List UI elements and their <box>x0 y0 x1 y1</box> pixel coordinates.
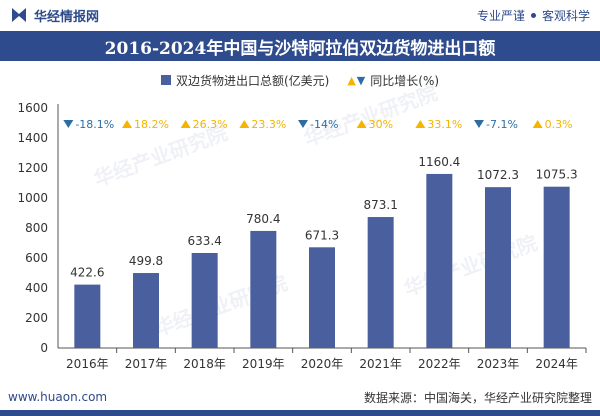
x-tick-label: 2024年 <box>535 357 578 371</box>
growth-down-icon <box>474 120 484 128</box>
y-tick-label: 1600 <box>17 101 48 115</box>
y-tick-label: 1000 <box>17 191 48 205</box>
bar[interactable] <box>367 217 394 348</box>
growth-label: 30% <box>369 118 393 131</box>
bar[interactable] <box>309 247 335 348</box>
growth-label: 0.3% <box>545 118 573 131</box>
growth-down-icon <box>63 120 74 128</box>
y-tick-label: 800 <box>25 221 48 235</box>
growth-triangle-icon: ▲ ▼ <box>347 73 366 87</box>
bar-value-label: 873.1 <box>363 198 397 212</box>
x-tick-label: 2020年 <box>301 357 344 371</box>
x-tick-label: 2021年 <box>359 357 402 371</box>
bar-value-label: 671.3 <box>305 228 339 242</box>
top-bar: 华经情报网 专业严谨 客观科学 <box>0 0 600 30</box>
growth-label: 26.3% <box>193 118 228 131</box>
slogan: 专业严谨 客观科学 <box>477 7 590 24</box>
chart-legend: 双边货物进出口总额(亿美元) ▲ ▼ 同比增长(%) <box>0 70 600 90</box>
slogan-left: 专业严谨 <box>476 8 525 23</box>
growth-label: 18.2% <box>134 118 169 131</box>
y-tick-label: 0 <box>40 341 48 355</box>
growth-label: 33.1% <box>427 118 462 131</box>
y-tick-label: 1400 <box>17 131 48 145</box>
footer: www.huaon.com 数据来源：中国海关，华经产业研究院整理 <box>0 386 600 408</box>
bar[interactable] <box>250 230 277 348</box>
legend-label-total: 双边货物进出口总额(亿美元) <box>175 73 330 88</box>
y-tick-label: 200 <box>25 311 48 325</box>
bar[interactable] <box>191 252 218 348</box>
bar[interactable] <box>426 173 453 348</box>
growth-label: -14% <box>310 118 338 131</box>
growth-up-icon <box>532 120 543 128</box>
x-tick-label: 2019年 <box>242 357 285 371</box>
bar-value-label: 1075.3 <box>536 168 578 182</box>
bar-value-label: 633.4 <box>187 234 221 248</box>
bar-value-label: 1072.3 <box>477 168 519 182</box>
chart-title-bar: 2016-2024年中国与沙特阿拉伯双边货物进出口额 <box>0 31 600 61</box>
bar[interactable] <box>74 284 101 348</box>
bottom-rule <box>0 410 600 416</box>
bar-value-label: 499.8 <box>129 254 163 268</box>
y-tick-label: 1200 <box>17 161 48 175</box>
bar-swatch-icon <box>160 75 171 85</box>
bar-value-label: 1160.4 <box>418 155 460 169</box>
bar-value-label: 780.4 <box>246 212 280 226</box>
x-tick-label: 2018年 <box>183 357 226 371</box>
footer-url[interactable]: www.huaon.com <box>8 390 108 404</box>
x-tick-label: 2017年 <box>125 357 168 371</box>
bar[interactable] <box>485 187 511 348</box>
slogan-separator-icon <box>530 12 536 18</box>
growth-label: -18.1% <box>75 118 114 131</box>
bar[interactable] <box>543 186 570 348</box>
growth-up-icon <box>239 120 250 128</box>
data-source: 数据来源：中国海关，华经产业研究院整理 <box>363 390 592 405</box>
growth-up-icon <box>356 120 367 128</box>
chart-title: 2016-2024年中国与沙特阿拉伯双边货物进出口额 <box>104 38 496 59</box>
growth-label: 23.3% <box>251 118 286 131</box>
legend-label-growth: 同比增长(%) <box>370 73 440 88</box>
brand-logo-icon <box>12 8 26 22</box>
growth-down-icon <box>298 120 308 128</box>
brand[interactable]: 华经情报网 <box>10 6 99 25</box>
x-tick-label: 2016年 <box>66 357 109 371</box>
y-tick-label: 400 <box>25 281 48 295</box>
y-tick-label: 600 <box>25 251 48 265</box>
legend-item-growth[interactable]: ▲ ▼ 同比增长(%) <box>347 72 439 89</box>
growth-label: -7.1% <box>486 118 518 131</box>
brand-name: 华经情报网 <box>34 9 100 25</box>
x-tick-label: 2023年 <box>477 357 520 371</box>
growth-up-icon <box>180 120 191 128</box>
slogan-right: 客观科学 <box>541 8 590 23</box>
growth-up-icon <box>415 120 426 128</box>
bar[interactable] <box>133 273 159 348</box>
legend-item-total[interactable]: 双边货物进出口总额(亿美元) <box>160 72 330 89</box>
x-tick-label: 2022年 <box>418 357 461 371</box>
bar-value-label: 422.6 <box>70 266 104 280</box>
growth-up-icon <box>122 120 132 128</box>
